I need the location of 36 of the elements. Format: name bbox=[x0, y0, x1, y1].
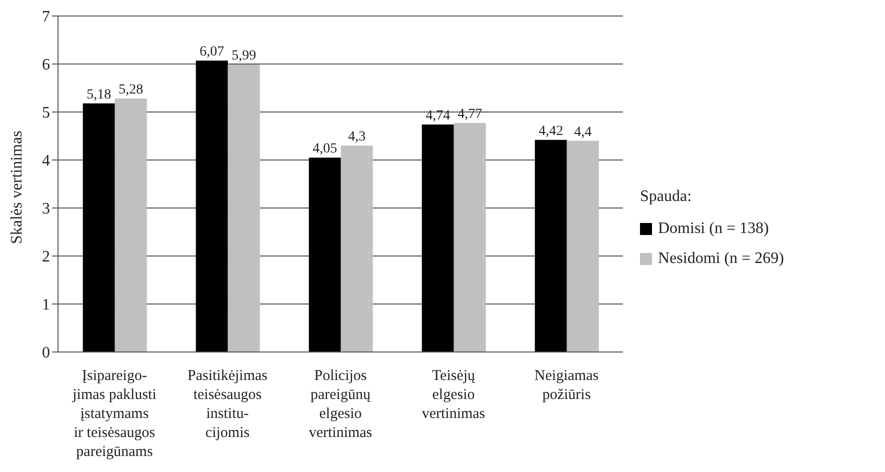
bar bbox=[340, 146, 373, 352]
legend-label: Nesidomi (n = 269) bbox=[658, 250, 784, 268]
y-tick-label: 1 bbox=[42, 296, 50, 314]
y-axis-title: Skalės vertinimas bbox=[8, 130, 26, 244]
y-tick-label: 6 bbox=[42, 56, 50, 74]
data-label: 4,4 bbox=[574, 124, 592, 140]
data-label: 4,42 bbox=[538, 124, 564, 139]
bar bbox=[454, 123, 486, 352]
x-tick-label: Neigiamas požiūris bbox=[534, 368, 599, 403]
bar bbox=[114, 98, 147, 352]
y-tick-label: 0 bbox=[42, 344, 50, 362]
data-label: 5,28 bbox=[118, 82, 144, 98]
bar bbox=[82, 103, 115, 352]
bar bbox=[566, 140, 599, 352]
y-tick-label: 7 bbox=[42, 8, 50, 26]
data-label: 5,18 bbox=[86, 87, 112, 102]
bar bbox=[228, 64, 260, 352]
y-tick-label: 2 bbox=[42, 248, 50, 266]
bar bbox=[422, 124, 454, 352]
bar bbox=[196, 60, 228, 352]
bar bbox=[534, 140, 567, 352]
y-tick-label: 4 bbox=[42, 152, 50, 170]
legend-title: Spauda: bbox=[640, 188, 693, 206]
data-label: 4,05 bbox=[312, 142, 338, 157]
data-label: 4,74 bbox=[426, 108, 450, 124]
bar bbox=[308, 158, 341, 352]
x-tick-label: Teisėjų elgesio vertinimas bbox=[422, 368, 486, 422]
y-tick-label: 3 bbox=[42, 200, 50, 218]
y-tick-label: 5 bbox=[42, 104, 50, 122]
x-tick-label: Įsipareigo- jimas paklusti įstatymams ir teisėsaugos pareigūnams bbox=[72, 368, 156, 460]
data-label: 5,99 bbox=[232, 48, 256, 64]
x-tick-label: Pasitikėjimas teisėsaugos institu- cijomis bbox=[188, 368, 268, 441]
legend-label: Domisi (n = 138) bbox=[658, 220, 769, 238]
data-label: 6,07 bbox=[200, 44, 224, 60]
data-label: 4,3 bbox=[348, 130, 366, 145]
x-tick-label: Policijos pareigūnų elgesio vertinimas bbox=[308, 368, 372, 441]
